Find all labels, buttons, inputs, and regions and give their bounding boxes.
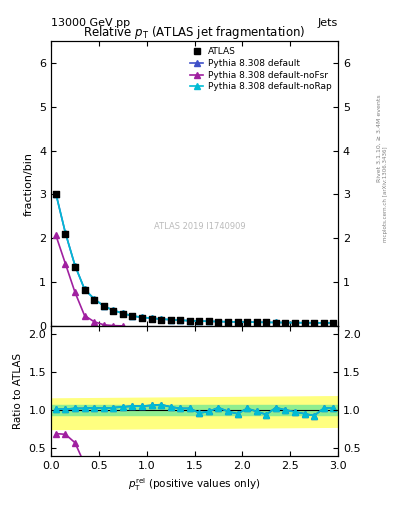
Point: [330, 319, 336, 327]
Point: [119, 310, 126, 318]
Point: [292, 318, 298, 327]
Point: [177, 316, 184, 325]
Point: [225, 317, 231, 326]
Point: [91, 295, 97, 304]
Point: [206, 317, 212, 325]
Point: [263, 318, 270, 326]
Text: Rivet 3.1.10, ≥ 3.4M events: Rivet 3.1.10, ≥ 3.4M events: [377, 94, 382, 182]
Point: [81, 286, 88, 294]
Point: [72, 263, 78, 271]
Point: [215, 317, 222, 326]
Text: mcplots.cern.ch [arXiv:1306.3436]: mcplots.cern.ch [arXiv:1306.3436]: [383, 147, 387, 242]
X-axis label: $p_{\mathrm{T}}^{\mathrm{rel}}$ (positive values only): $p_{\mathrm{T}}^{\mathrm{rel}}$ (positiv…: [129, 476, 261, 493]
Point: [167, 316, 174, 324]
Point: [301, 318, 308, 327]
Point: [53, 190, 59, 199]
Point: [244, 318, 250, 326]
Point: [158, 315, 164, 324]
Text: Jets: Jets: [318, 18, 338, 28]
Point: [311, 318, 317, 327]
Point: [234, 317, 241, 326]
Text: 13000 GeV pp: 13000 GeV pp: [51, 18, 130, 28]
Point: [282, 318, 288, 327]
Point: [110, 307, 116, 315]
Point: [253, 318, 260, 326]
Point: [149, 314, 155, 323]
Y-axis label: Ratio to ATLAS: Ratio to ATLAS: [13, 353, 23, 429]
Y-axis label: fraction/bin: fraction/bin: [24, 152, 33, 216]
Point: [196, 317, 202, 325]
Title: Relative $p_{\mathrm{T}}$ (ATLAS jet fragmentation): Relative $p_{\mathrm{T}}$ (ATLAS jet fra…: [83, 24, 306, 41]
Point: [139, 314, 145, 322]
Point: [273, 318, 279, 327]
Point: [101, 302, 107, 310]
Text: ATLAS 2019 I1740909: ATLAS 2019 I1740909: [154, 222, 246, 231]
Legend: ATLAS, Pythia 8.308 default, Pythia 8.308 default-noFsr, Pythia 8.308 default-no: ATLAS, Pythia 8.308 default, Pythia 8.30…: [188, 46, 334, 93]
Point: [321, 319, 327, 327]
Point: [187, 317, 193, 325]
Point: [129, 312, 136, 321]
Point: [62, 230, 69, 238]
